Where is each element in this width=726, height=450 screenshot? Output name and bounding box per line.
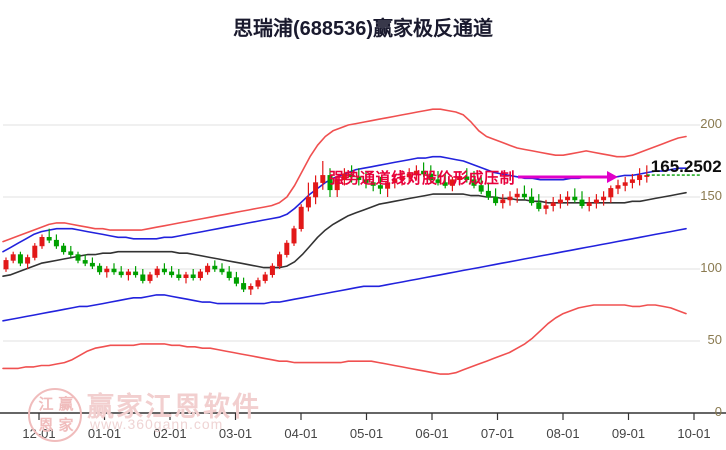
seal-ring bbox=[28, 388, 82, 442]
candlestick-series bbox=[3, 161, 650, 295]
x-axis-tick-label: 08-01 bbox=[546, 426, 580, 441]
seal-char: 赢 bbox=[58, 396, 74, 413]
y-axis-tick-label: 200 bbox=[700, 116, 722, 131]
y-axis-tick-label: 100 bbox=[700, 260, 722, 275]
x-axis-tick-label: 09-01 bbox=[611, 426, 646, 441]
y-axis-tick-label: 150 bbox=[700, 188, 722, 203]
x-axis-tick-label: 07-01 bbox=[480, 426, 515, 441]
page-title: 思瑞浦(688536)赢家极反通道 bbox=[232, 18, 494, 40]
watermark-seal-icon: 江赢恩家 bbox=[28, 388, 82, 442]
x-axis-tick-label: 06-01 bbox=[415, 426, 449, 441]
seal-char: 江 bbox=[38, 396, 54, 413]
watermark-brand: 赢家江恩软件 bbox=[87, 392, 261, 422]
annotation-label: 强势通道线对股价形成压制 bbox=[329, 170, 516, 187]
x-axis-tick-label: 05-01 bbox=[349, 426, 384, 441]
x-axis-tick-label: 02-01 bbox=[153, 426, 187, 441]
series-layer bbox=[2, 108, 687, 375]
axis-lines bbox=[0, 412, 726, 420]
gridlines bbox=[3, 124, 700, 342]
y-axis-tick-label: 50 bbox=[707, 332, 722, 347]
y-axis-tick-label: 0 bbox=[714, 404, 722, 419]
x-axis-tick-label: 10-01 bbox=[677, 426, 711, 441]
seal-char: 家 bbox=[58, 417, 74, 434]
x-axis-tick-label: 01-01 bbox=[87, 426, 122, 441]
watermark-url: www.360gann.com bbox=[90, 416, 224, 432]
annotation-arrow bbox=[518, 171, 618, 183]
seal-char: 恩 bbox=[38, 417, 54, 434]
x-axis-tick-label: 03-01 bbox=[218, 426, 253, 441]
x-axis-tick-label: 04-01 bbox=[284, 426, 318, 441]
last-price-label: 165.2502 bbox=[650, 157, 722, 177]
